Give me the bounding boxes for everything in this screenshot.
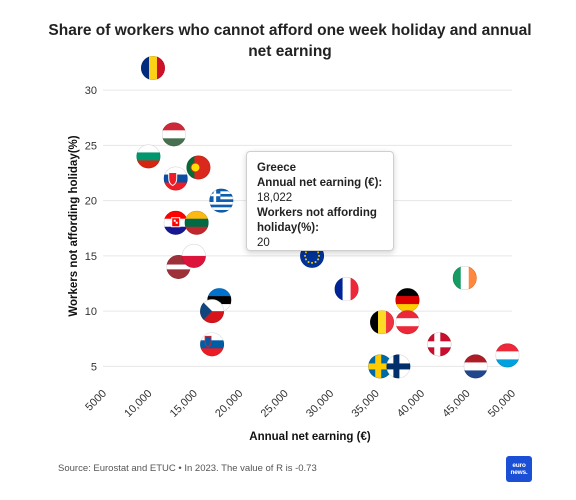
flag-point-belgium[interactable] — [370, 310, 395, 335]
flag-point-outline — [140, 55, 165, 80]
tooltip-holiday-value: 20 — [257, 237, 270, 249]
x-tick-labels: 5000 10,000 15,000 20,000 25,000 30,000 35,000… — [83, 388, 518, 420]
flag-point-lithuania[interactable] — [184, 210, 209, 235]
x-tick-label: 20,000 — [213, 388, 245, 420]
flag-point-greece[interactable] — [209, 188, 234, 213]
tooltip-earning-value: 18,022 — [257, 192, 293, 204]
flag-point-outline — [495, 343, 520, 368]
x-tick-label: 15,000 — [168, 388, 200, 420]
x-axis-title: Annual net earning (€) — [249, 431, 371, 443]
euronews-logo: euro news. — [506, 456, 532, 482]
flag-point-czechia[interactable] — [200, 299, 225, 324]
y-tick-label: 20 — [85, 196, 97, 208]
flag-point-outline — [370, 310, 395, 335]
flag-point-portugal[interactable] — [186, 155, 211, 180]
flag-point-outline — [181, 243, 206, 268]
tooltip-holiday-label: Workers not affording holiday(%): — [257, 207, 377, 234]
flag-point-outline — [463, 354, 488, 379]
flag-point-denmark[interactable] — [427, 332, 452, 357]
flag-point-outline — [334, 277, 359, 302]
flag-point-croatia[interactable] — [163, 210, 188, 235]
tooltip-country: Greece — [257, 162, 297, 174]
x-tick-label: 50,000 — [486, 388, 518, 420]
y-tick-label: 10 — [85, 306, 97, 318]
y-axis-title: Workers not affording holiday(%) — [68, 135, 80, 316]
flag-point-france[interactable] — [334, 277, 359, 302]
flag-point-slovakia[interactable] — [163, 166, 188, 191]
flag-point-outline — [186, 155, 211, 180]
flag-point-outline — [452, 265, 477, 290]
tooltip-earning-label: Annual net earning (€): — [257, 177, 383, 189]
flag-point-bulgaria[interactable] — [136, 144, 161, 169]
flag-point-poland[interactable] — [181, 243, 206, 268]
flag-point-hungary[interactable] — [161, 122, 186, 147]
y-tick-label: 25 — [85, 140, 97, 152]
flag-point-outline — [163, 166, 188, 191]
tooltip: Greece Annual net earning (€): 18,022 Wo… — [246, 151, 394, 251]
grid-lines — [103, 89, 512, 367]
flag-point-romania[interactable] — [140, 56, 165, 80]
flag-point-outline — [427, 332, 452, 357]
flag-point-netherlands[interactable] — [463, 354, 488, 379]
x-tick-label: 30,000 — [304, 388, 336, 420]
chart-title: Share of workers who cannot afford one w… — [48, 22, 532, 60]
x-tick-label: 5000 — [83, 388, 109, 414]
flag-point-luxembourg[interactable] — [495, 343, 520, 368]
source-note: Source: Eurostat and ETUC • In 2023. The… — [58, 463, 317, 474]
data-points — [136, 55, 520, 379]
flag-point-outline — [386, 354, 411, 379]
x-tick-label: 40,000 — [395, 388, 427, 420]
flag-point-latvia[interactable] — [166, 254, 191, 279]
flag-point-outline — [184, 210, 209, 235]
flag-point-slovenia[interactable] — [200, 332, 225, 357]
flag-point-outline — [395, 310, 420, 335]
y-tick-label: 15 — [85, 251, 97, 263]
x-tick-label: 45,000 — [440, 388, 472, 420]
flag-point-ireland[interactable] — [452, 266, 477, 290]
y-tick-labels: 5 10 15 20 25 30 — [85, 85, 97, 373]
x-tick-label: 25,000 — [259, 388, 291, 420]
flag-point-austria[interactable] — [395, 310, 420, 335]
flag-point-outline — [136, 144, 161, 169]
flag-point-finland[interactable] — [386, 354, 411, 379]
x-tick-label: 35,000 — [350, 388, 382, 420]
flag-point-outline — [209, 188, 234, 213]
flag-point-outline — [161, 122, 186, 147]
flag-point-germany[interactable] — [395, 288, 420, 313]
flag-point-outline — [200, 299, 225, 324]
flag-point-outline — [200, 332, 225, 357]
y-tick-label: 30 — [85, 85, 97, 97]
y-tick-label: 5 — [91, 361, 97, 373]
x-tick-label: 10,000 — [122, 388, 154, 420]
